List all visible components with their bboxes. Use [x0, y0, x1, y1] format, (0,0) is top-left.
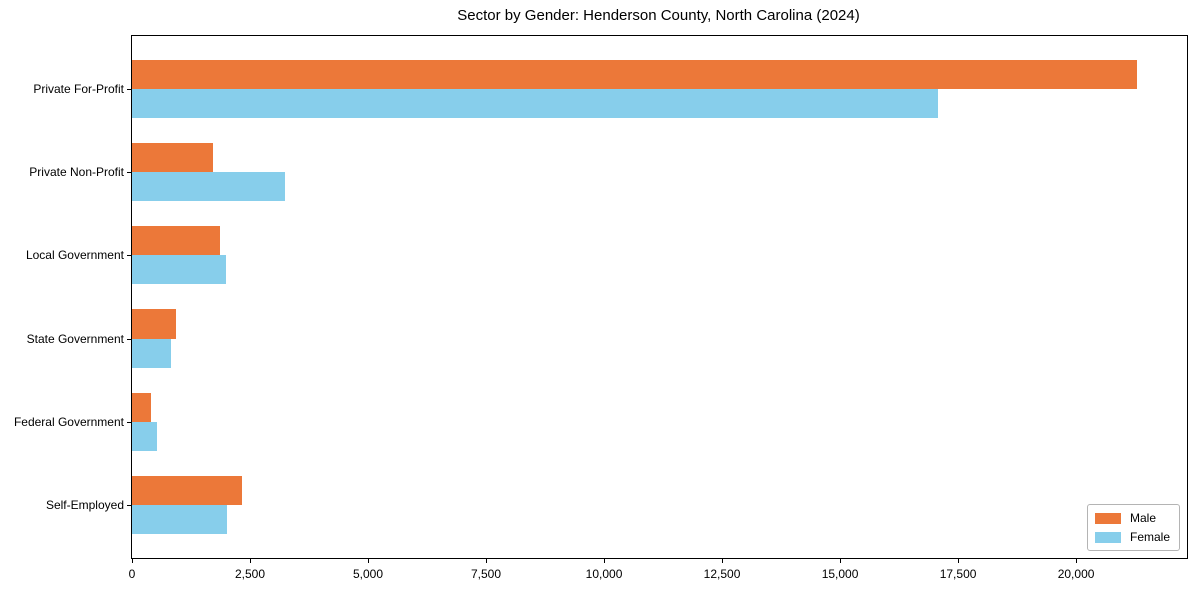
bar-male-state-government: [132, 309, 177, 339]
x-tick-label-10-000: 10,000: [585, 567, 623, 581]
y-tick-mark: [127, 172, 132, 174]
legend-label-female: Female: [1129, 530, 1170, 544]
bar-male-private-for-profit: [132, 59, 1138, 89]
bar-female-self-employed: [132, 505, 227, 535]
legend-item-female: Female: [1094, 530, 1170, 544]
bar-male-private-non-profit: [132, 142, 213, 173]
x-tick-label-17-500: 17,500: [939, 567, 977, 581]
legend-swatch-male: [1094, 512, 1121, 524]
x-tick-mark: [840, 559, 842, 563]
chart-title: Sector by Gender: Henderson County, Nort…: [457, 7, 860, 24]
bar-male-self-employed: [132, 475, 242, 506]
y-tick-mark: [127, 338, 132, 340]
x-tick-mark: [486, 559, 488, 563]
legend-swatch-female: [1094, 531, 1121, 543]
y-tick-mark: [127, 88, 132, 90]
x-tick-label-20-000: 20,000: [1057, 567, 1095, 581]
x-tick-mark: [250, 559, 251, 563]
legend-item-male: Male: [1094, 511, 1170, 525]
y-tick-label-private-for-profit: Private For-Profit: [33, 81, 124, 96]
x-tick-label-15-000: 15,000: [821, 567, 859, 581]
y-tick-label-state-government: State Government: [26, 331, 124, 346]
x-tick-mark: [722, 559, 724, 563]
y-tick-label-local-government: Local Government: [25, 248, 124, 263]
x-tick-mark: [132, 559, 133, 563]
x-tick-label-2-500: 2,500: [234, 567, 266, 581]
legend-label-male: Male: [1129, 511, 1156, 525]
x-tick-label-5-000: 5,000: [353, 567, 384, 581]
y-tick-mark: [127, 505, 132, 507]
x-tick-mark: [958, 559, 960, 563]
y-tick-label-self-employed: Self-Employed: [45, 498, 124, 513]
bar-female-local-government: [132, 255, 227, 285]
y-tick-label-federal-government: Federal Government: [13, 414, 124, 429]
bar-male-federal-government: [132, 392, 151, 422]
x-tick-mark: [368, 559, 370, 563]
x-tick-mark: [1076, 559, 1078, 563]
y-tick-label-private-non-profit: Private Non-Profit: [29, 165, 124, 180]
legend: Male Female: [1086, 504, 1180, 551]
bar-female-private-non-profit: [132, 172, 286, 202]
plot-area: Male Female Private For-Profit Private No…: [14, 35, 1188, 581]
bar-female-state-government: [132, 338, 172, 368]
y-tick-mark: [127, 255, 132, 257]
y-tick-mark: [127, 421, 132, 423]
x-tick-label-12-500: 12,500: [703, 567, 741, 581]
bar-female-federal-government: [132, 421, 157, 451]
bar-female-private-for-profit: [132, 88, 939, 118]
x-tick-label-0: 0: [128, 567, 136, 581]
x-tick-mark: [604, 559, 606, 563]
x-tick-label-7-500: 7,500: [471, 567, 502, 581]
bar-male-local-government: [132, 226, 221, 256]
